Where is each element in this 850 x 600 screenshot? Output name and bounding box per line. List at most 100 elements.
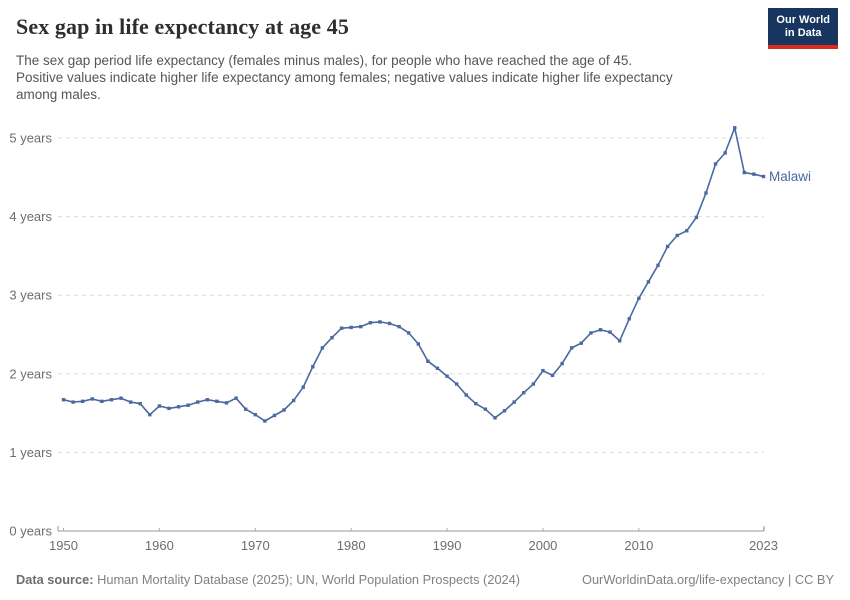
data-point-marker[interactable] (579, 341, 584, 345)
data-point-marker[interactable] (253, 412, 257, 417)
data-point-marker[interactable] (713, 162, 718, 166)
data-point-marker[interactable] (148, 412, 152, 417)
data-point-marker[interactable] (752, 172, 756, 176)
data-point-marker[interactable] (704, 191, 708, 195)
series-line-malawi[interactable] (62, 127, 765, 422)
data-point-marker[interactable] (349, 325, 353, 330)
data-point-marker[interactable] (243, 407, 248, 411)
data-point-marker[interactable] (742, 170, 747, 175)
data-point-marker[interactable] (570, 346, 574, 350)
data-point-marker[interactable] (387, 321, 392, 326)
data-point-marker[interactable] (128, 400, 133, 404)
chart-footer: Data source: Human Mortality Database (2… (16, 572, 834, 587)
x-tick-label: 1990 (433, 538, 462, 553)
data-point-marker[interactable] (157, 404, 162, 408)
x-tick-label: 2000 (528, 538, 557, 553)
data-point-marker[interactable] (426, 359, 430, 363)
owid-logo-line1: Our World (776, 14, 830, 26)
owid-logo[interactable]: Our World in Data (768, 8, 838, 49)
data-point-marker[interactable] (761, 174, 766, 179)
data-point-marker[interactable] (80, 399, 85, 404)
data-point-marker[interactable] (733, 126, 737, 130)
data-point-marker[interactable] (397, 324, 401, 329)
page-title: Sex gap in life expectancy at age 45 (16, 14, 349, 39)
x-tick-label: 1960 (145, 538, 174, 553)
subtitle-line: The sex gap period life expectancy (fema… (16, 53, 633, 68)
data-source-text: Human Mortality Database (2025); UN, Wor… (93, 572, 521, 587)
data-point-marker[interactable] (617, 339, 622, 343)
data-point-marker[interactable] (646, 280, 651, 284)
data-point-marker[interactable] (234, 396, 238, 400)
data-point-marker[interactable] (512, 400, 516, 404)
y-tick-label: 0 years (9, 524, 52, 539)
data-point-marker[interactable] (560, 361, 564, 366)
data-point-marker[interactable] (608, 330, 612, 334)
data-point-marker[interactable] (493, 416, 497, 420)
data-point-marker[interactable] (637, 296, 641, 301)
entity-label-malawi[interactable]: Malawi (769, 169, 811, 184)
data-point-marker[interactable] (685, 229, 689, 233)
data-point-marker[interactable] (167, 406, 171, 411)
data-point-marker[interactable] (541, 368, 545, 373)
data-point-marker[interactable] (138, 401, 142, 406)
data-point-marker[interactable] (368, 321, 373, 325)
data-point-marker[interactable] (589, 331, 593, 335)
data-point-marker[interactable] (550, 373, 555, 378)
data-point-marker[interactable] (61, 398, 66, 402)
data-point-marker[interactable] (531, 382, 536, 386)
data-source-label: Data source: (16, 572, 94, 587)
data-point-marker[interactable] (627, 317, 631, 321)
data-point-marker[interactable] (378, 320, 382, 324)
chart-header: Sex gap in life expectancy at age 45 The… (16, 14, 756, 103)
data-point-marker[interactable] (522, 390, 526, 395)
owid-url-license[interactable]: OurWorldinData.org/life-expectancy | CC … (581, 572, 834, 587)
data-point-marker[interactable] (311, 365, 315, 369)
data-point-marker[interactable] (656, 263, 660, 268)
data-point-marker[interactable] (723, 151, 727, 155)
data-point-marker[interactable] (454, 382, 459, 386)
data-point-marker[interactable] (416, 342, 420, 346)
data-point-marker[interactable] (109, 398, 114, 402)
y-tick-label: 3 years (9, 288, 52, 303)
data-point-marker[interactable] (435, 366, 440, 370)
y-tick-label: 4 years (9, 209, 52, 224)
data-point-marker[interactable] (71, 400, 75, 404)
data-point-marker[interactable] (445, 374, 449, 378)
data-source-note: Data source: Human Mortality Database (2… (16, 572, 520, 587)
data-point-marker[interactable] (359, 324, 363, 329)
line-chart[interactable]: 0 years 1 years 2 years 3 years 4 years 5 yea… (0, 113, 850, 573)
data-point-marker[interactable] (483, 407, 488, 411)
data-point-marker[interactable] (598, 328, 603, 332)
data-point-marker[interactable] (186, 403, 190, 407)
data-point-marker[interactable] (407, 331, 411, 335)
data-point-marker[interactable] (502, 409, 507, 413)
y-tick-label: 5 years (9, 131, 52, 146)
data-point-marker[interactable] (301, 385, 305, 389)
data-point-marker[interactable] (224, 401, 229, 405)
owid-logo-line2: in Data (784, 27, 822, 39)
data-point-marker[interactable] (675, 233, 679, 238)
data-point-marker[interactable] (119, 396, 123, 400)
data-point-marker[interactable] (291, 398, 296, 403)
chart-subtitle: The sex gap period life expectancy (fema… (16, 52, 756, 103)
data-point-marker[interactable] (263, 419, 267, 423)
data-point-marker[interactable] (90, 397, 94, 401)
data-point-marker[interactable] (665, 244, 670, 249)
data-point-marker[interactable] (205, 398, 210, 402)
data-point-marker[interactable] (272, 413, 277, 418)
data-point-marker[interactable] (330, 335, 334, 340)
data-point-marker[interactable] (215, 399, 219, 404)
data-point-marker[interactable] (464, 393, 468, 397)
data-point-marker[interactable] (339, 326, 344, 330)
x-tick-label: 2023 (749, 538, 778, 553)
subtitle-line: Positive values indicate higher life exp… (16, 70, 673, 85)
data-point-marker[interactable] (320, 346, 325, 350)
data-point-marker[interactable] (196, 400, 200, 404)
data-point-marker[interactable] (176, 405, 181, 409)
data-point-marker[interactable] (694, 215, 699, 220)
data-point-marker[interactable] (100, 399, 104, 404)
y-tick-label: 2 years (9, 366, 52, 381)
x-tick-label: 2010 (624, 538, 653, 553)
data-point-marker[interactable] (282, 408, 286, 412)
data-point-marker[interactable] (474, 401, 478, 406)
